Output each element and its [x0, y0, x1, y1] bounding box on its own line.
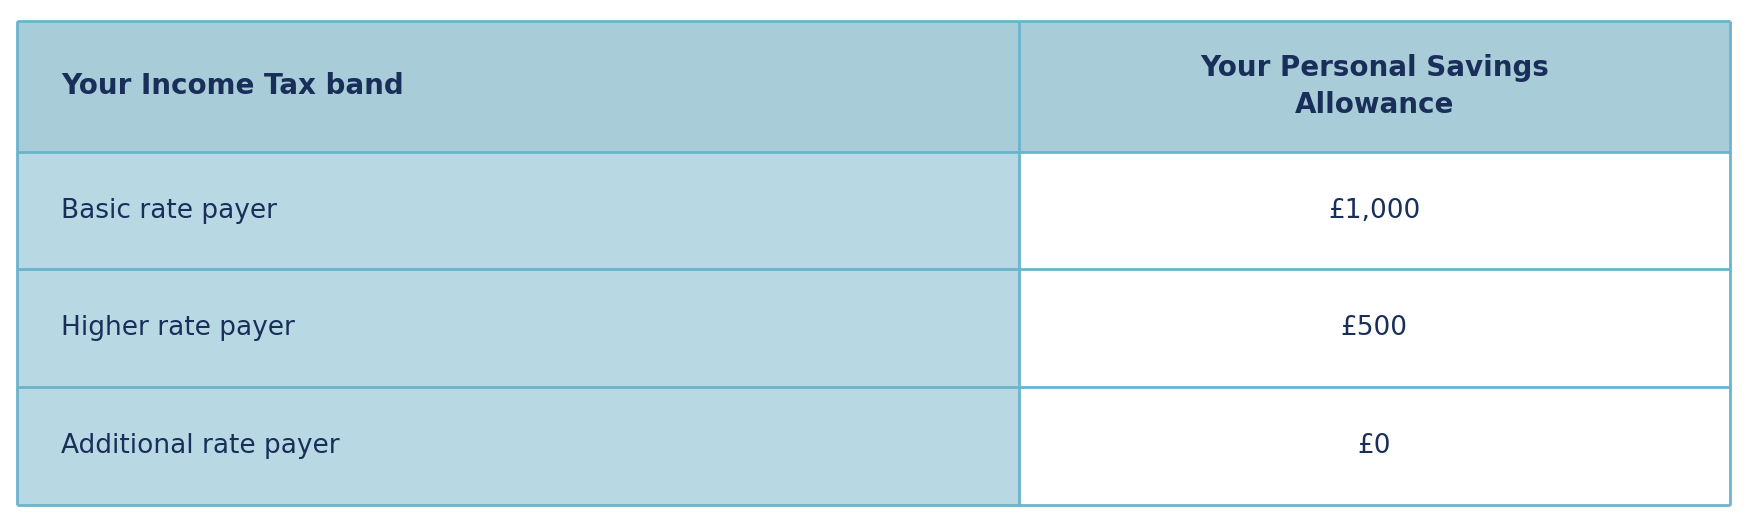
- Bar: [1019, 151, 1730, 269]
- Bar: [17, 151, 1019, 269]
- Text: Your Income Tax band: Your Income Tax band: [61, 73, 404, 100]
- Bar: [17, 387, 1019, 505]
- Text: Basic rate payer: Basic rate payer: [61, 198, 278, 224]
- Text: Your Personal Savings
Allowance: Your Personal Savings Allowance: [1200, 54, 1548, 119]
- Text: Higher rate payer: Higher rate payer: [61, 315, 295, 341]
- Bar: [1019, 269, 1730, 387]
- Bar: [1019, 21, 1730, 151]
- Text: £500: £500: [1340, 315, 1408, 341]
- Bar: [1019, 387, 1730, 505]
- Bar: [17, 269, 1019, 387]
- Text: £0: £0: [1357, 433, 1391, 459]
- Bar: [17, 21, 1019, 151]
- Text: £1,000: £1,000: [1328, 198, 1420, 224]
- Text: Additional rate payer: Additional rate payer: [61, 433, 339, 459]
